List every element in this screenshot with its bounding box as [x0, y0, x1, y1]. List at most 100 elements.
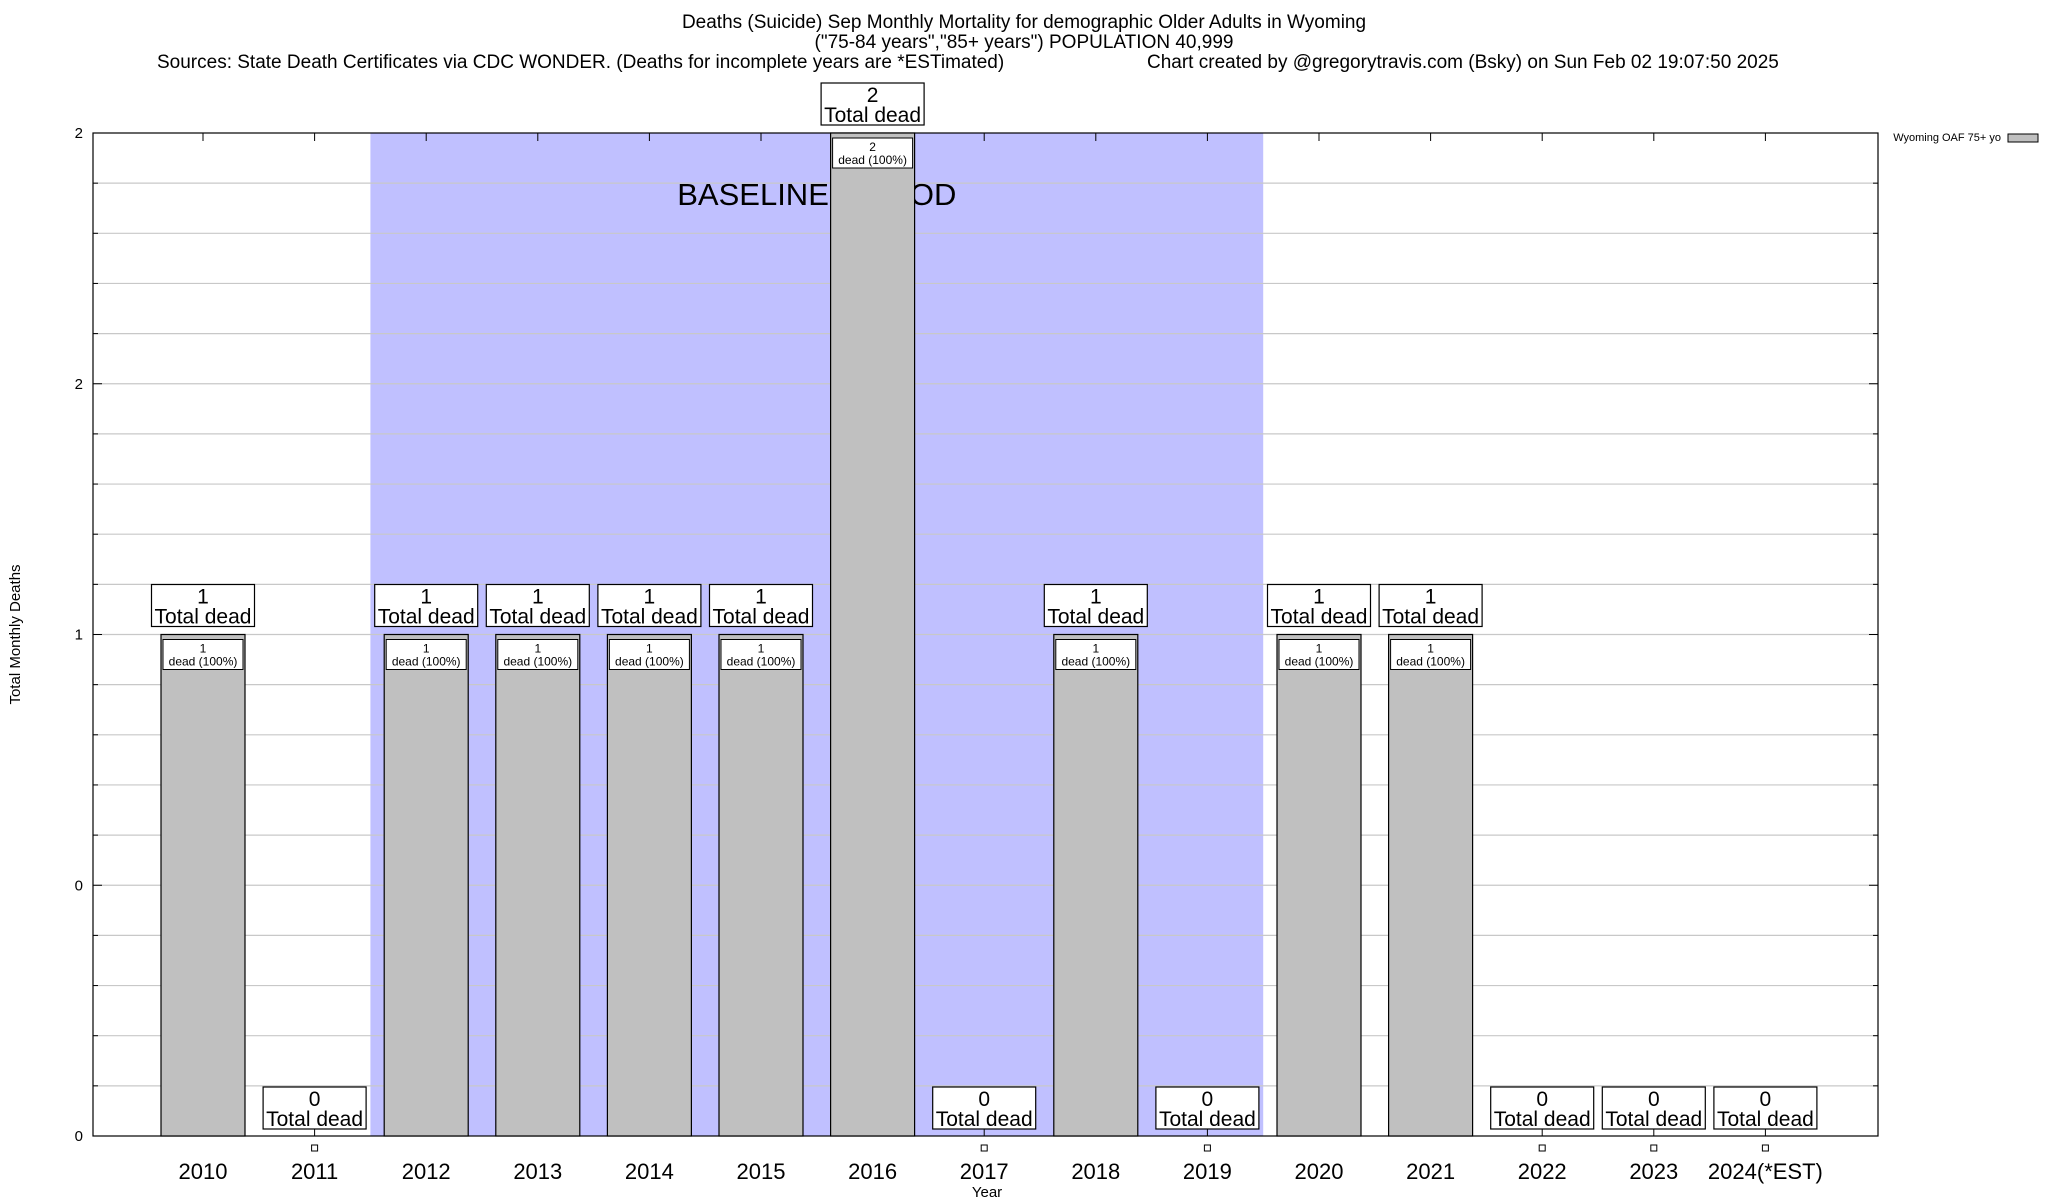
y-tick-label: 0 [75, 877, 83, 894]
bar-inner-label-box [1390, 639, 1472, 670]
zero-marker [311, 1144, 319, 1152]
bar-inner-label-text: dead (100%) [838, 153, 907, 167]
total-label-count: 1 [644, 586, 656, 609]
bar-inner-label-box [162, 639, 244, 670]
total-label-text: Total dead [155, 606, 252, 629]
total-label-box [150, 583, 256, 628]
total-label-text: Total dead [489, 606, 586, 629]
x-tick-label: 2017 [960, 1159, 1009, 1184]
bar-inner-label-count: 1 [534, 642, 541, 656]
bar-inner-label-text: dead (100%) [1396, 655, 1465, 669]
bar-inner-label-box [1278, 639, 1360, 670]
total-label-box [1601, 1086, 1706, 1130]
x-tick-label: 2010 [179, 1159, 228, 1184]
total-label-count: 1 [532, 586, 544, 609]
total-label-count: 1 [1425, 586, 1437, 609]
total-label-text: Total dead [1494, 1108, 1591, 1131]
total-label-text: Total dead [1159, 1108, 1256, 1131]
total-label-count: 0 [1202, 1088, 1214, 1111]
total-label-box [820, 82, 925, 126]
x-tick-label: 2015 [737, 1159, 786, 1184]
total-label-count: 0 [309, 1088, 321, 1111]
x-tick-label: 2018 [1071, 1159, 1120, 1184]
total-label-count: 0 [1760, 1088, 1772, 1111]
bar-inner-label-box [832, 137, 914, 169]
bar-inner-label-box [385, 639, 467, 670]
bar-inner-label-text: dead (100%) [615, 655, 684, 669]
x-tick-label: 2023 [1629, 1159, 1678, 1184]
total-label-text: Total dead [1382, 606, 1479, 629]
bar-2015 [718, 633, 804, 1137]
total-label-text: Total dead [378, 606, 475, 629]
bar-inner-label-text: dead (100%) [727, 655, 796, 669]
x-tick-label: 2011 [291, 1159, 338, 1184]
bar-inner-label-count: 1 [200, 642, 207, 656]
bar-2014 [606, 633, 693, 1137]
x-axis-label: Year [972, 1184, 1002, 1200]
total-label-text: Total dead [1605, 1108, 1702, 1131]
total-label-text: Total dead [601, 606, 698, 629]
bar-inner-label-count: 1 [646, 642, 653, 656]
bar-2013 [495, 633, 581, 1137]
total-label-box [374, 583, 479, 628]
x-tick-label: 2012 [402, 1159, 451, 1184]
x-tick-label: 2021 [1406, 1159, 1455, 1184]
total-label-text: Total dead [1717, 1108, 1814, 1131]
bar-inner-label-text: dead (100%) [503, 655, 572, 669]
bar-2021 [1387, 633, 1474, 1137]
bar-inner-label-box [608, 639, 690, 670]
x-tick-label: 2020 [1295, 1159, 1344, 1184]
total-label-count: 1 [420, 586, 432, 609]
bar-inner-label-box [1055, 639, 1137, 670]
total-label-box [1490, 1086, 1595, 1130]
bar-2012 [383, 633, 469, 1137]
total-label-box [1266, 583, 1372, 628]
zero-marker [1650, 1144, 1658, 1152]
bar-inner-label-box [720, 639, 802, 670]
x-tick-label: 2019 [1183, 1159, 1232, 1184]
bar-inner-label-count: 2 [869, 140, 876, 154]
total-label-box [932, 1086, 1037, 1130]
x-tick-label: 2014 [625, 1159, 674, 1184]
total-label-count: 1 [1313, 586, 1325, 609]
total-label-box [708, 583, 814, 628]
chart-title: Deaths (Suicide) Sep Monthly Mortality f… [681, 12, 1367, 33]
bar-inner-label-box [497, 639, 579, 670]
y-tick-label: 2 [75, 125, 83, 142]
legend-label: Wyoming OAF 75+ yo [1893, 132, 2001, 144]
bar-inner-label-count: 1 [1316, 642, 1323, 656]
plot-border [92, 132, 1879, 1137]
x-tick-label: 2024(*EST) [1708, 1159, 1823, 1184]
zero-marker [1761, 1144, 1769, 1152]
bar-inner-label-text: dead (100%) [169, 655, 238, 669]
total-label-box [262, 1086, 367, 1130]
total-label-count: 1 [755, 586, 767, 609]
bar-2018 [1053, 633, 1139, 1137]
total-label-count: 1 [197, 586, 209, 609]
total-label-box [597, 583, 702, 628]
total-label-count: 0 [1648, 1088, 1660, 1111]
total-label-count: 2 [867, 84, 879, 107]
total-label-count: 1 [1090, 586, 1102, 609]
y-tick-label: 1 [75, 627, 83, 644]
zero-marker [980, 1144, 988, 1152]
total-label-text: Total dead [936, 1108, 1033, 1131]
total-label-box [1378, 583, 1483, 628]
bar-inner-label-count: 1 [758, 642, 765, 656]
bar-inner-label-text: dead (100%) [392, 655, 461, 669]
legend-swatch [2007, 133, 2039, 143]
y-tick-label: 0 [75, 1128, 83, 1145]
bar-inner-label-text: dead (100%) [1061, 655, 1130, 669]
bar-2010 [160, 633, 246, 1137]
total-label-count: 0 [978, 1088, 990, 1111]
x-tick-label: 2016 [848, 1159, 897, 1184]
total-label-box [485, 583, 590, 628]
total-label-text: Total dead [1271, 606, 1368, 629]
chart-subtitle: ("75-84 years","85+ years") POPULATION 4… [814, 32, 1234, 53]
total-label-count: 0 [1536, 1088, 1548, 1111]
bar-inner-label-count: 1 [1092, 642, 1099, 656]
chart-source: Sources: State Death Certificates via CD… [157, 52, 1005, 73]
x-tick-label: 2013 [513, 1159, 562, 1184]
bar-inner-label-text: dead (100%) [1285, 655, 1354, 669]
